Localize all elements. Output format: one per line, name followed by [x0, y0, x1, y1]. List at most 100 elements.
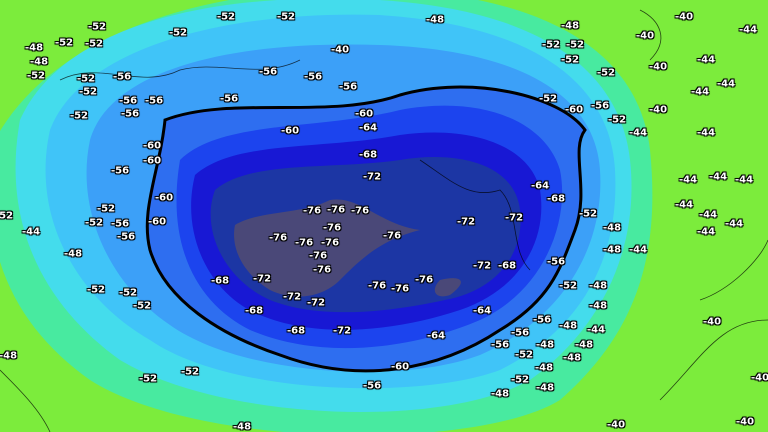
- contour-label: -68: [497, 260, 517, 272]
- contour-label: -52: [54, 37, 74, 49]
- contour-label: -56: [258, 66, 278, 78]
- contour-label: -52: [0, 210, 14, 222]
- contour-label: -76: [390, 283, 410, 295]
- contour-label: -56: [144, 95, 164, 107]
- contour-label: -60: [280, 125, 300, 137]
- contour-label: -40: [606, 419, 626, 431]
- contour-label: -44: [586, 324, 606, 336]
- contour-label: -56: [532, 314, 552, 326]
- contour-label: -56: [120, 108, 140, 120]
- contour-label: -40: [330, 44, 350, 56]
- contour-label: -68: [244, 305, 264, 317]
- contour-label: -56: [546, 256, 566, 268]
- contour-label: -76: [382, 230, 402, 242]
- contour-label: -52: [510, 374, 530, 386]
- contour-label: -60: [142, 140, 162, 152]
- contour-label: -56: [219, 93, 239, 105]
- contour-label: -68: [546, 193, 566, 205]
- contour-label: -56: [590, 100, 610, 112]
- contour-label: -44: [734, 174, 754, 186]
- contour-label: -52: [96, 203, 116, 215]
- contour-label: -52: [78, 86, 98, 98]
- contour-label: -48: [24, 42, 44, 54]
- contour-label: -48: [490, 388, 510, 400]
- contour-label: -44: [674, 199, 694, 211]
- contour-label: -64: [358, 122, 378, 134]
- zone-minus-76: [234, 199, 461, 297]
- contour-label: -52: [607, 114, 627, 126]
- contour-label: -52: [118, 287, 138, 299]
- contour-label: -40: [735, 416, 755, 428]
- contour-label: -76: [320, 237, 340, 249]
- contour-label: -44: [696, 127, 716, 139]
- contour-label: -44: [708, 171, 728, 183]
- contour-label: -52: [69, 110, 89, 122]
- contour-label: -48: [535, 339, 555, 351]
- contour-label: -52: [578, 208, 598, 220]
- contour-label: -44: [724, 218, 744, 230]
- contour-label: -64: [426, 330, 446, 342]
- contour-label: -44: [738, 24, 758, 36]
- contour-label: -60: [154, 192, 174, 204]
- contour-label: -52: [86, 284, 106, 296]
- contour-label: -48: [0, 350, 18, 362]
- contour-label: -68: [286, 325, 306, 337]
- coastlines: [0, 9, 768, 432]
- contour-label: -56: [490, 339, 510, 351]
- contour-label: -56: [362, 380, 382, 392]
- contour-label: -72: [332, 325, 352, 337]
- contour-label: -76: [326, 204, 346, 216]
- contour-label: -56: [338, 81, 358, 93]
- contour-label: -48: [29, 56, 49, 68]
- contour-label: -60: [564, 104, 584, 116]
- contour-label: -56: [112, 71, 132, 83]
- contour-label: -60: [147, 216, 167, 228]
- contour-label: -72: [306, 297, 326, 309]
- contour-label: -52: [84, 38, 104, 50]
- contour-label: -48: [588, 300, 608, 312]
- contour-label: -52: [180, 366, 200, 378]
- contour-label: -40: [635, 30, 655, 42]
- contour-label: -76: [308, 250, 328, 262]
- contour-label: -68: [210, 275, 230, 287]
- contour-label: -44: [628, 127, 648, 139]
- contour-label: -60: [354, 108, 374, 120]
- contour-label: -56: [116, 231, 136, 243]
- contour-label: -48: [535, 382, 555, 394]
- contour-label: -76: [302, 205, 322, 217]
- contour-label: -64: [530, 180, 550, 192]
- contour-label: -76: [312, 264, 332, 276]
- contour-label: -48: [562, 352, 582, 364]
- contour-label: -56: [110, 218, 130, 230]
- contour-label: -52: [538, 93, 558, 105]
- contour-label: -52: [26, 70, 46, 82]
- contour-label: -72: [456, 216, 476, 228]
- contour-label: -52: [84, 217, 104, 229]
- contour-label: -56: [110, 165, 130, 177]
- contour-label: -76: [367, 280, 387, 292]
- contour-label: -48: [588, 280, 608, 292]
- contour-label: -48: [534, 362, 554, 374]
- contour-label: -48: [560, 20, 580, 32]
- contour-label: -72: [282, 291, 302, 303]
- contour-label: -76: [268, 232, 288, 244]
- contour-label: -52: [76, 73, 96, 85]
- contour-label: -52: [596, 67, 616, 79]
- contour-label: -52: [514, 349, 534, 361]
- contour-label: -48: [602, 244, 622, 256]
- contour-label: -72: [472, 260, 492, 272]
- contour-label: -44: [690, 86, 710, 98]
- contour-label: -68: [358, 149, 378, 161]
- contour-label: -44: [698, 209, 718, 221]
- contour-label: -48: [602, 222, 622, 234]
- contour-label: -52: [87, 21, 107, 33]
- contour-label: -44: [696, 226, 716, 238]
- contour-label: -56: [303, 71, 323, 83]
- contour-label: -44: [696, 54, 716, 66]
- contour-label: -76: [350, 205, 370, 217]
- contour-label: -44: [628, 244, 648, 256]
- contour-label: -52: [565, 39, 585, 51]
- contour-label: -76: [414, 274, 434, 286]
- contour-label: -72: [504, 212, 524, 224]
